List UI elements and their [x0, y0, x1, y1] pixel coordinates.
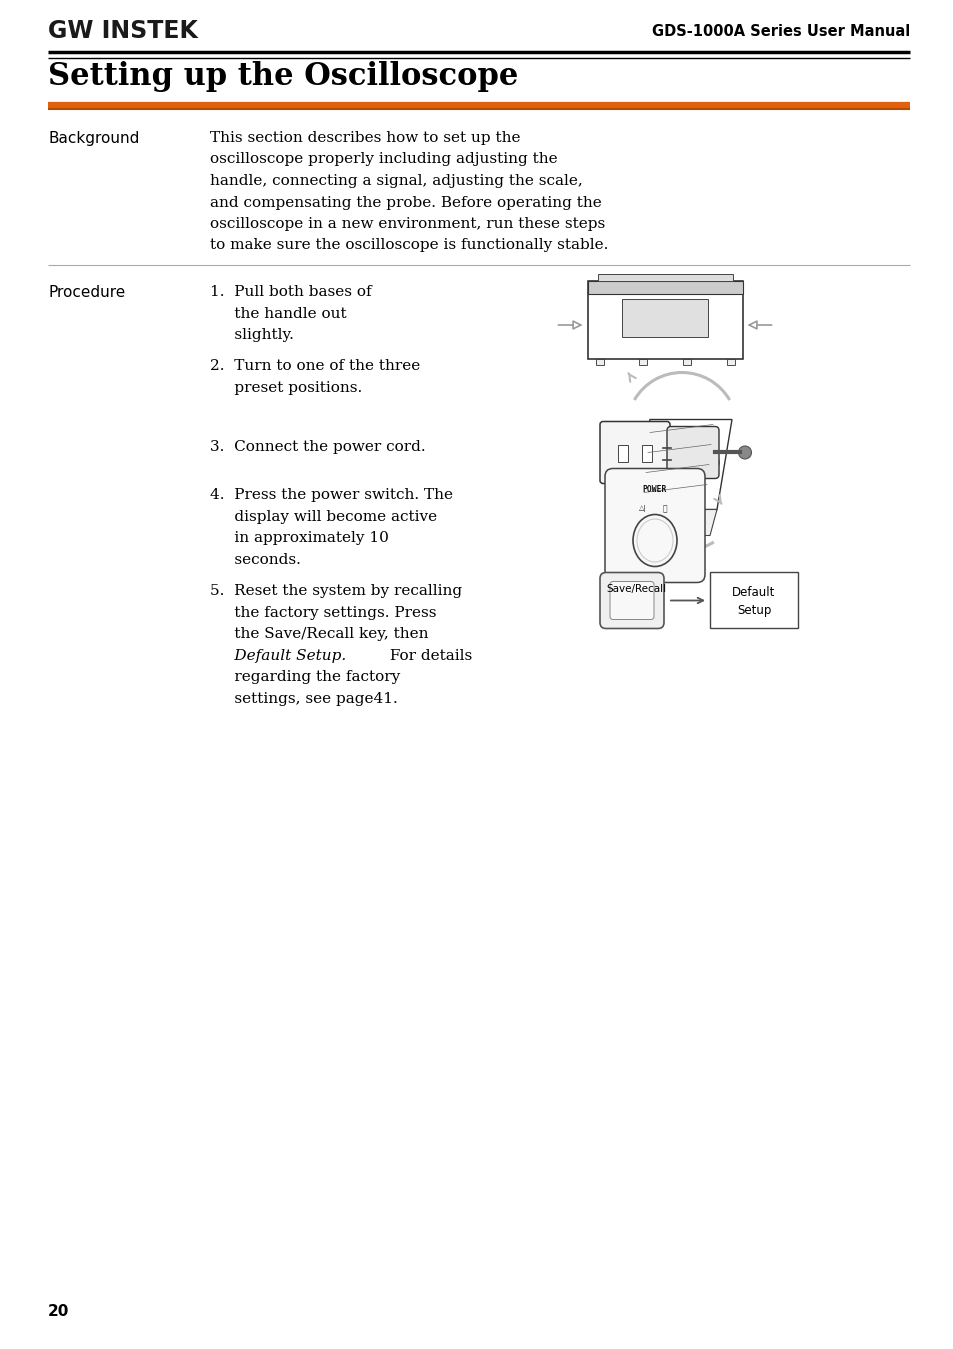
Text: 20: 20 — [48, 1303, 70, 1318]
Bar — [639, 359, 646, 366]
Polygon shape — [634, 420, 731, 510]
Text: the handle out: the handle out — [210, 306, 346, 321]
Bar — [709, 572, 797, 629]
Text: in approximately 10: in approximately 10 — [210, 532, 389, 545]
Text: △|: △| — [639, 505, 646, 513]
Bar — [595, 359, 603, 366]
Text: 5.  Reset the system by recalling: 5. Reset the system by recalling — [210, 584, 461, 599]
Text: preset positions.: preset positions. — [210, 380, 362, 395]
Text: and compensating the probe. Before operating the: and compensating the probe. Before opera… — [210, 196, 601, 209]
Text: GDS-1000A Series User Manual: GDS-1000A Series User Manual — [651, 23, 909, 39]
Circle shape — [738, 447, 751, 459]
Text: handle, connecting a signal, adjusting the scale,: handle, connecting a signal, adjusting t… — [210, 174, 582, 188]
Text: slightly.: slightly. — [210, 328, 294, 343]
Text: 2.  Turn to one of the three: 2. Turn to one of the three — [210, 359, 420, 374]
FancyBboxPatch shape — [604, 468, 704, 583]
Polygon shape — [609, 510, 717, 536]
Bar — [726, 359, 734, 366]
Text: regarding the factory: regarding the factory — [210, 670, 400, 684]
Text: Default: Default — [732, 585, 775, 599]
Text: 3.  Connect the power cord.: 3. Connect the power cord. — [210, 441, 425, 455]
FancyBboxPatch shape — [666, 426, 719, 479]
Text: Setup: Setup — [736, 604, 770, 616]
Text: 1.  Pull both bases of: 1. Pull both bases of — [210, 285, 372, 299]
Text: ⏻: ⏻ — [662, 505, 666, 513]
Text: Background: Background — [48, 131, 139, 146]
Text: Setting up the Oscilloscope: Setting up the Oscilloscope — [48, 62, 517, 93]
Bar — [682, 359, 690, 366]
Text: to make sure the oscilloscope is functionally stable.: to make sure the oscilloscope is functio… — [210, 239, 608, 252]
Text: the Save/Recall key, then: the Save/Recall key, then — [210, 627, 428, 642]
FancyBboxPatch shape — [599, 572, 663, 629]
Text: Default Setup.: Default Setup. — [210, 649, 346, 662]
Bar — [587, 281, 741, 294]
Text: 4.  Press the power switch. The: 4. Press the power switch. The — [210, 488, 453, 502]
Text: Save/Recall: Save/Recall — [605, 584, 665, 595]
Text: oscilloscope in a new environment, run these steps: oscilloscope in a new environment, run t… — [210, 217, 604, 231]
Text: settings, see page41.: settings, see page41. — [210, 692, 397, 706]
Text: Procedure: Procedure — [48, 285, 125, 299]
FancyBboxPatch shape — [609, 581, 654, 619]
Text: GW INSTEK: GW INSTEK — [48, 19, 197, 43]
Bar — [597, 274, 732, 281]
Text: seconds.: seconds. — [210, 553, 300, 567]
Bar — [641, 445, 651, 463]
FancyBboxPatch shape — [599, 421, 669, 483]
Text: the factory settings. Press: the factory settings. Press — [210, 606, 436, 621]
Text: oscilloscope properly including adjusting the: oscilloscope properly including adjustin… — [210, 152, 558, 166]
Bar — [618, 445, 627, 463]
Text: display will become active: display will become active — [210, 510, 436, 523]
Text: This section describes how to set up the: This section describes how to set up the — [210, 131, 520, 144]
Text: For details: For details — [384, 649, 472, 662]
Bar — [621, 299, 707, 337]
Text: POWER: POWER — [642, 486, 666, 494]
FancyBboxPatch shape — [587, 281, 741, 359]
